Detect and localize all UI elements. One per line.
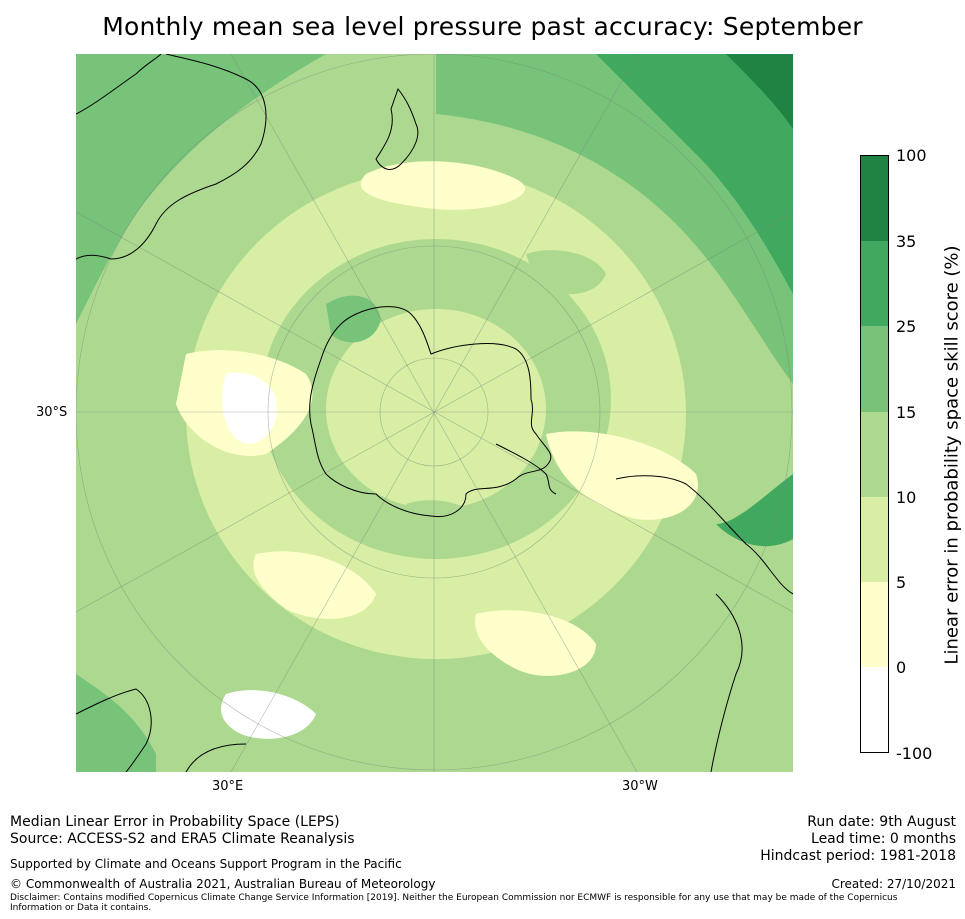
chart-title: Monthly mean sea level pressure past acc… [102, 12, 863, 41]
field-patch-6 [475, 610, 596, 676]
colorbar-tick-100: 100 [896, 146, 927, 165]
colorbar-tick-neg100: -100 [896, 744, 933, 763]
polar-map [76, 54, 793, 772]
colorbar-bin-25-35 [860, 241, 889, 326]
colorbar-tick-0: 0 [896, 658, 907, 677]
footer-copyright: © Commonwealth of Australia 2021, Austra… [10, 877, 436, 891]
footer-source: Source: ACCESS-S2 and ERA5 Climate Reana… [10, 831, 355, 847]
colorbar-bin-5-10 [860, 497, 889, 582]
footer-hindcast: Hindcast period: 1981-2018 [760, 848, 956, 864]
coast-australia [76, 54, 267, 260]
lon-label-30w: 30°W [622, 779, 658, 794]
footer-leps: Median Linear Error in Probability Space… [10, 814, 340, 830]
colorbar-tick-15: 15 [896, 403, 917, 422]
colorbar [860, 155, 889, 753]
field-patch-7 [221, 690, 316, 739]
field-patch-11 [141, 481, 206, 548]
coast-antarctic-peninsula [495, 443, 557, 495]
skill-score-map [76, 54, 793, 772]
footer-run-date: Run date: 9th August [807, 814, 956, 830]
field-higher-ne [596, 54, 793, 294]
graticule [76, 54, 793, 772]
field-high-se [716, 474, 793, 547]
footer-lead-time: Lead time: 0 months [811, 831, 956, 847]
coastlines [76, 54, 793, 772]
field-high-nw [76, 54, 326, 324]
colorbar-label: Linear error in probability space skill … [941, 245, 963, 665]
footer-created: Created: 27/10/2021 [831, 877, 956, 891]
colorbar-bin-35-100 [860, 155, 889, 241]
colorbar-bin-neg100-0 [860, 667, 889, 753]
colorbar-tick-5: 5 [896, 573, 907, 592]
field-patch-10 [526, 250, 606, 295]
coast-new-zealand [375, 87, 419, 170]
colorbar-bin-10-15 [860, 412, 889, 497]
colorbar-tick-25: 25 [896, 317, 917, 336]
colorbar-tick-10: 10 [896, 488, 917, 507]
footer-support: Supported by Climate and Oceans Support … [10, 857, 402, 871]
colorbar-tick-35: 35 [896, 232, 917, 251]
colorbar-bin-0-5 [860, 582, 889, 667]
coast-south-america [615, 475, 793, 772]
colorbar-bin-15-25 [860, 326, 889, 412]
field-high-sw [76, 674, 156, 772]
coast-africa [76, 688, 247, 772]
lat-label-30s: 30°S [36, 405, 68, 420]
coast-antarctica [309, 306, 552, 518]
field-patch-3 [222, 372, 277, 444]
lon-label-30e: 30°E [212, 779, 244, 794]
field-highest-ne [726, 54, 793, 129]
footer-disclaimer: Disclaimer: Contains modified Copernicus… [10, 893, 898, 913]
field-patch-9 [406, 500, 486, 553]
field-patch-5 [253, 551, 376, 619]
field-patch-8 [326, 295, 381, 343]
field-patch-1 [360, 161, 525, 210]
field-patch-4 [546, 431, 698, 520]
